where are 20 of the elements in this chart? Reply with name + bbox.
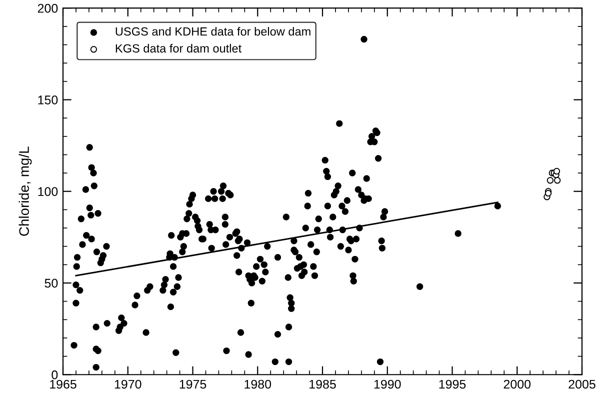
x-tick-label: 1970 xyxy=(114,380,142,389)
x-tick-label: 1990 xyxy=(374,380,401,389)
y-tick-label: 150 xyxy=(38,96,58,104)
x-tick-label: 2005 xyxy=(568,380,596,389)
legend-label: KGS data for dam outlet xyxy=(116,44,242,53)
x-tick-label: 1980 xyxy=(244,380,272,389)
point xyxy=(554,177,561,184)
x-tick-label: 1985 xyxy=(310,380,336,389)
x-tick-label: 1965 xyxy=(50,380,76,389)
point xyxy=(553,168,560,175)
y-tick-label: 200 xyxy=(38,4,58,13)
x-tick-label: 1995 xyxy=(439,380,466,389)
y-tick-label: 100 xyxy=(38,187,58,196)
x-tick-label: 2000 xyxy=(504,380,531,389)
y-tick-label: 0 xyxy=(52,370,58,380)
legend-label: USGS and KDHE data for below dam xyxy=(116,26,310,36)
point xyxy=(546,177,554,184)
x-tick-label: 1975 xyxy=(180,380,206,389)
y-tick-label: 50 xyxy=(44,278,58,288)
y-axis-title: Chloride, mg/L xyxy=(18,146,32,236)
